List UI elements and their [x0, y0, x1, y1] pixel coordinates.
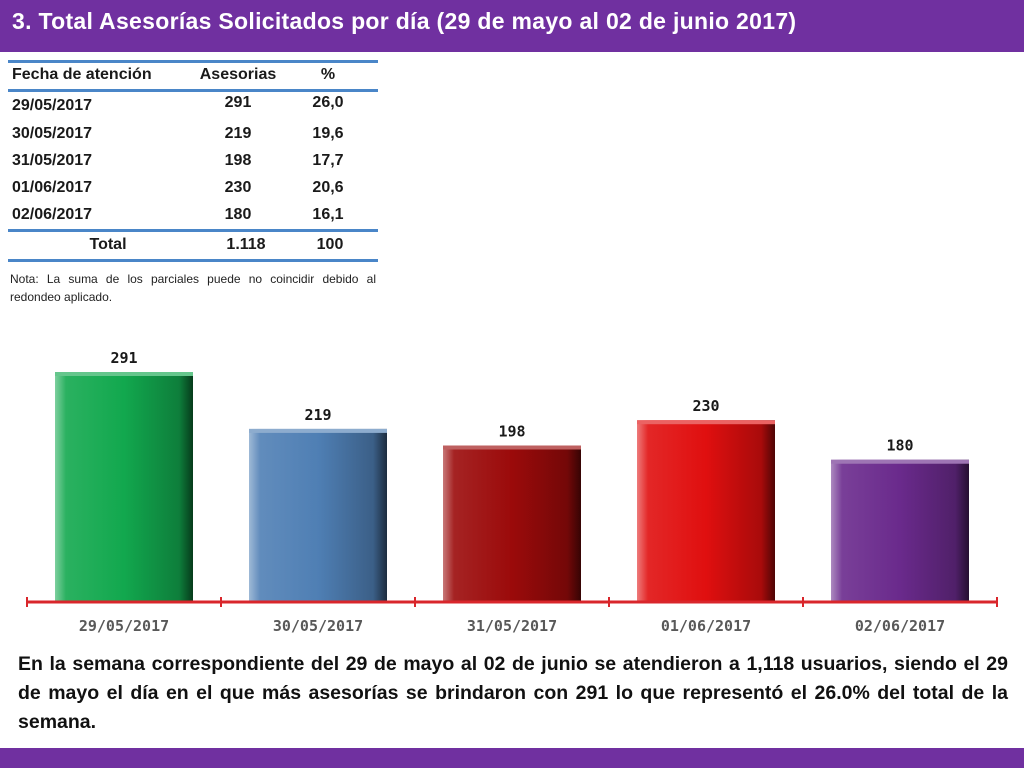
rounding-note: Nota: La suma de los parciales puede no … [10, 272, 376, 304]
header-asesorias: Asesorias [199, 66, 277, 83]
cell-fecha: 29/05/2017 [12, 97, 93, 114]
cell-percent: 19,6 [312, 125, 344, 142]
bar-highlight [831, 459, 969, 464]
total-label: Total [89, 236, 127, 253]
data-label: 198 [498, 423, 525, 441]
cell-asesorias: 180 [224, 206, 252, 223]
data-label: 291 [110, 349, 137, 367]
cell-asesorias: 230 [224, 179, 252, 196]
x-tick-label: 01/06/2017 [661, 617, 751, 635]
header-fecha: Fecha de atención [12, 66, 152, 83]
table-bottom-rule [8, 259, 378, 262]
bar-highlight [55, 372, 193, 376]
bar-highlight [249, 428, 387, 433]
cell-fecha: 30/05/2017 [12, 125, 93, 142]
total-percent: 100 [316, 236, 344, 253]
page-title: 3. Total Asesorías Solicitados por día (… [12, 8, 797, 34]
data-label: 219 [304, 406, 331, 424]
bar-chart: 291 29/05/2017 219 30/05/2017 198 31/05/2017 2… [26, 349, 998, 635]
x-tick-label: 02/06/2017 [855, 617, 945, 635]
table-total-rule [8, 229, 378, 232]
table-header-rule [8, 89, 378, 92]
bar-highlight [443, 445, 581, 450]
table-header-row: Fecha de atención Asesorias % [8, 62, 378, 89]
table-total-row: Total 1.118 100 [8, 232, 378, 259]
bar-30/05/2017 [249, 428, 387, 602]
cell-percent: 17,7 [312, 152, 344, 169]
table-row: 29/05/2017 291 26,0 [8, 93, 378, 120]
table-row: 02/06/2017 180 16,1 [8, 202, 378, 229]
data-label: 230 [692, 397, 719, 415]
cell-asesorias: 219 [224, 125, 252, 142]
x-tick-label: 29/05/2017 [79, 617, 169, 635]
summary-paragraph: En la semana correspondiente del 29 de m… [18, 653, 1008, 733]
cell-asesorias: 291 [224, 94, 252, 111]
cell-percent: 20,6 [312, 179, 344, 196]
cell-fecha: 02/06/2017 [12, 206, 93, 223]
cell-fecha: 01/06/2017 [12, 179, 93, 196]
data-label: 180 [886, 437, 913, 455]
bar-31/05/2017 [443, 445, 581, 602]
x-tick-label: 31/05/2017 [467, 617, 557, 635]
cell-fecha: 31/05/2017 [12, 152, 93, 169]
title-bar: 3. Total Asesorías Solicitados por día (… [0, 0, 1024, 52]
footer-bar [0, 748, 1024, 768]
cell-percent: 26,0 [312, 94, 344, 111]
total-asesorias: 1.118 [226, 236, 266, 253]
table-top-rule [8, 60, 378, 63]
cell-asesorias: 198 [224, 152, 252, 169]
table-row: 31/05/2017 198 17,7 [8, 148, 378, 175]
table-row: 30/05/2017 219 19,6 [8, 121, 378, 148]
bar-29/05/2017 [55, 372, 193, 602]
table-row: 01/06/2017 230 20,6 [8, 175, 378, 202]
bar-01/06/2017 [637, 420, 775, 602]
bar-02/06/2017 [831, 459, 969, 602]
x-tick-label: 30/05/2017 [273, 617, 363, 635]
cell-percent: 16,1 [312, 206, 344, 223]
header-percent: % [320, 66, 336, 83]
bar-highlight [637, 420, 775, 425]
